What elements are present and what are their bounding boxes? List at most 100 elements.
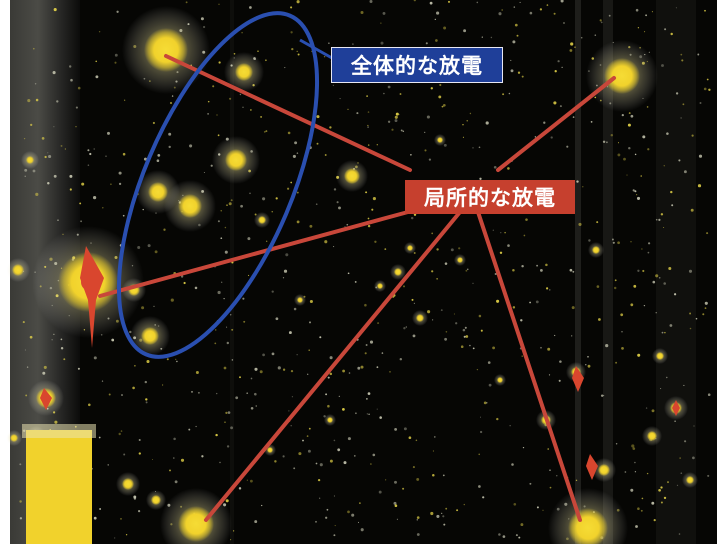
speckle (250, 109, 252, 111)
speckle (294, 141, 298, 145)
speckle (201, 455, 204, 458)
speckle (566, 145, 569, 148)
speckle (560, 0, 564, 3)
speckle (658, 218, 661, 222)
speckle (110, 183, 112, 186)
speckle (265, 130, 268, 133)
speckle (309, 299, 313, 304)
speckle (27, 99, 31, 103)
speckle (69, 188, 72, 191)
speckle (394, 119, 398, 123)
speckle (502, 535, 506, 538)
speckle (510, 69, 514, 73)
speckle (372, 197, 376, 201)
speckle (347, 108, 349, 110)
hot-discharge-core (80, 246, 104, 348)
speckle (660, 501, 663, 504)
speckle (529, 301, 531, 304)
speckle (122, 214, 125, 217)
speckle (664, 28, 667, 31)
speckle (378, 490, 382, 494)
speckle (501, 9, 504, 11)
speckle (445, 507, 448, 510)
speckle (302, 439, 304, 442)
speckle (394, 504, 398, 508)
speckle (338, 395, 340, 398)
speckle (24, 168, 28, 172)
speckle (580, 36, 583, 39)
discharge-spot (122, 478, 134, 490)
speckle (658, 488, 661, 492)
speckle (605, 344, 609, 348)
speckle (637, 353, 641, 357)
speckle (508, 92, 511, 95)
speckle (692, 456, 695, 460)
mid-streak (230, 0, 234, 544)
speckle (77, 367, 80, 370)
speckle (628, 112, 631, 115)
speckle (287, 187, 290, 190)
speckle (587, 356, 589, 358)
speckle (347, 272, 350, 275)
speckle (172, 457, 175, 459)
speckle (348, 372, 351, 374)
discharge-spot (225, 149, 247, 171)
pointer-line (476, 210, 582, 522)
speckle (47, 182, 50, 185)
speckle (433, 436, 436, 438)
speckle (434, 18, 436, 21)
speckle (120, 518, 122, 520)
speckle (93, 148, 95, 150)
speckle (412, 466, 415, 469)
speckle (357, 521, 360, 523)
speckle (296, 0, 300, 4)
speckle (216, 392, 218, 395)
speckle (228, 202, 232, 206)
speckle (324, 154, 327, 156)
speckle (188, 428, 191, 431)
speckle (575, 479, 578, 482)
speckle (511, 463, 514, 466)
speckle (231, 359, 234, 361)
speckle (347, 437, 351, 441)
speckle (621, 331, 623, 333)
speckle (221, 281, 223, 283)
speckle (572, 116, 575, 118)
speckle (124, 99, 126, 101)
speckle (464, 326, 467, 329)
speckle (52, 71, 56, 75)
speckle (535, 300, 539, 304)
speckle (367, 144, 370, 146)
speckle (427, 310, 431, 314)
speckle (239, 93, 242, 96)
speckle (614, 279, 617, 282)
speckle (612, 241, 615, 244)
speckle (651, 11, 653, 13)
speckle (53, 333, 55, 335)
speckle (540, 346, 542, 349)
speckle (315, 462, 318, 465)
speckle (630, 114, 634, 118)
speckle (266, 240, 268, 242)
speckle (689, 327, 692, 330)
speckle (174, 480, 178, 484)
speckle (48, 154, 52, 159)
speckle (329, 356, 333, 360)
speckle (599, 19, 602, 22)
speckle (225, 411, 228, 414)
speckle (339, 98, 341, 100)
speckle (333, 495, 335, 497)
speckle (69, 174, 73, 178)
speckle (385, 479, 387, 481)
right-streak (656, 0, 696, 544)
speckle (220, 210, 222, 212)
speckle (230, 199, 233, 202)
speckle (623, 157, 626, 161)
speckle (346, 223, 349, 226)
pointer-line (164, 54, 412, 172)
speckle (707, 474, 710, 477)
speckle (643, 304, 646, 307)
speckle (185, 1, 188, 4)
speckle (630, 488, 634, 492)
